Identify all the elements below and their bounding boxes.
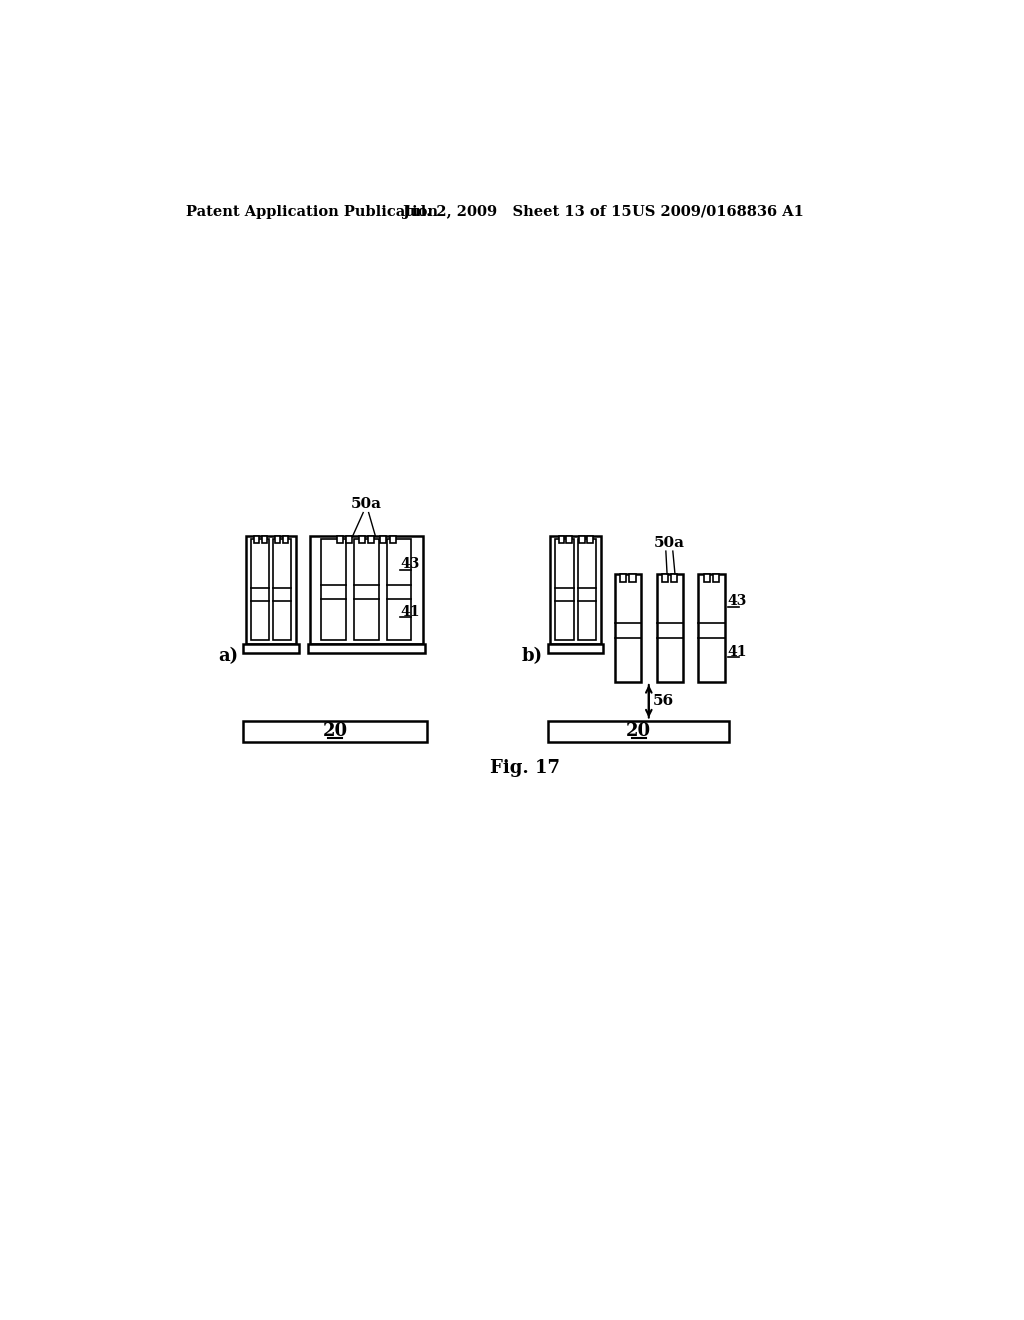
Text: 43: 43 [400,557,420,572]
Bar [308,644,425,653]
Bar [713,574,719,582]
Bar [380,536,386,544]
Text: 41: 41 [728,644,748,659]
Text: Jul. 2, 2009   Sheet 13 of 15: Jul. 2, 2009 Sheet 13 of 15 [403,205,632,219]
Bar [254,536,259,543]
Bar [386,539,412,640]
Bar [346,536,352,544]
Bar [703,574,710,582]
Bar [322,539,346,640]
Bar [555,539,573,640]
Bar [310,536,423,644]
Bar [251,539,269,640]
Text: 20: 20 [323,722,348,741]
Text: Fig. 17: Fig. 17 [489,759,560,777]
Bar [274,536,281,543]
Text: a): a) [218,647,238,664]
Text: 43: 43 [728,594,748,609]
Bar [244,721,427,742]
Bar [587,536,593,543]
Bar [656,574,683,682]
Bar [550,536,601,644]
Text: 20: 20 [626,722,651,741]
Bar [566,536,571,543]
Bar [283,536,288,543]
Bar [337,536,343,544]
Bar [389,536,395,544]
Text: Patent Application Publication: Patent Application Publication [186,205,438,219]
Bar [548,644,603,653]
Text: 50a: 50a [654,536,685,549]
Bar [246,536,296,644]
Bar [580,536,585,543]
Bar [262,536,267,543]
Bar [548,721,729,742]
Bar [698,574,725,682]
Text: b): b) [521,647,543,664]
Text: 41: 41 [400,605,420,619]
Bar [630,574,636,582]
Bar [354,539,379,640]
Bar [621,574,627,582]
Bar [672,574,678,582]
Bar [244,644,299,653]
Bar [368,536,374,544]
Bar [578,539,596,640]
Bar [662,574,669,582]
Text: US 2009/0168836 A1: US 2009/0168836 A1 [632,205,804,219]
Bar [358,536,365,544]
Bar [558,536,564,543]
Text: 50a: 50a [351,498,382,511]
Text: 56: 56 [652,694,674,709]
Bar [273,539,291,640]
Bar [614,574,641,682]
